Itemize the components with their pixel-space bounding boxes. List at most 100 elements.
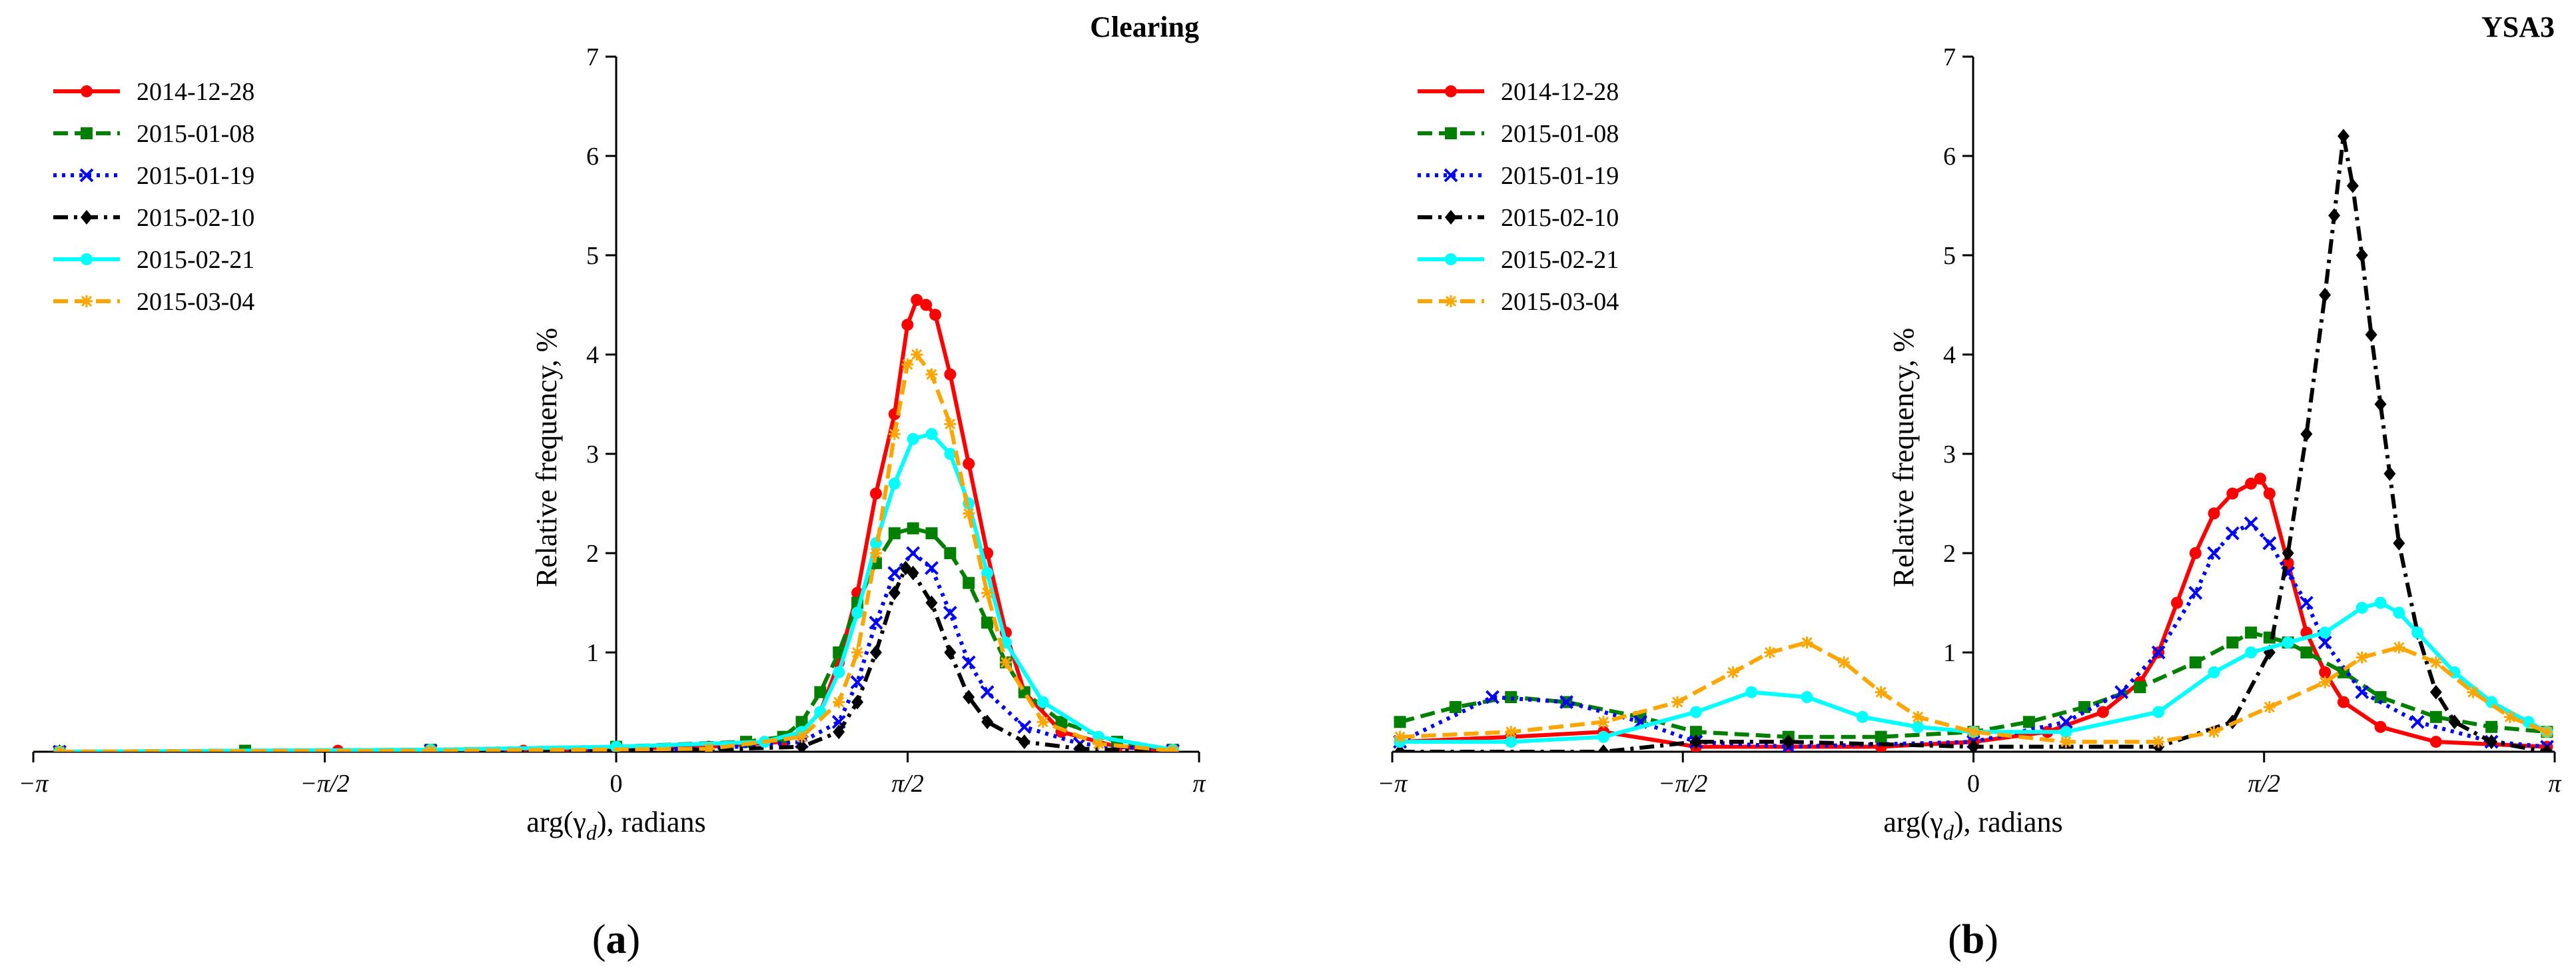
data-point bbox=[888, 477, 901, 490]
data-point bbox=[1838, 656, 1851, 668]
data-point bbox=[238, 744, 251, 752]
data-point bbox=[869, 645, 882, 660]
data-point bbox=[2245, 626, 2258, 639]
data-point bbox=[887, 566, 902, 580]
data-point bbox=[2060, 736, 2072, 748]
data-point bbox=[2152, 736, 2165, 748]
data-point bbox=[2151, 645, 2166, 660]
data-point bbox=[1912, 720, 1925, 733]
data-point bbox=[2319, 666, 2332, 678]
data-point bbox=[888, 585, 901, 600]
data-point bbox=[1449, 700, 1462, 713]
data-point bbox=[1394, 744, 1406, 752]
data-point bbox=[2060, 726, 2072, 738]
data-point bbox=[2467, 686, 2479, 698]
x-tick-label: π bbox=[1192, 770, 1206, 798]
data-point bbox=[963, 507, 975, 520]
data-point bbox=[963, 690, 975, 705]
x-axis-label: arg(γd), radians bbox=[1883, 806, 2062, 844]
data-point bbox=[981, 714, 994, 730]
data-point bbox=[869, 487, 882, 500]
y-axis-label: Relative frequency, % bbox=[1887, 328, 1920, 587]
data-point bbox=[1018, 734, 1031, 750]
data-point bbox=[2374, 691, 2387, 704]
data-point bbox=[944, 547, 957, 559]
x-tick-label: −π bbox=[19, 770, 49, 798]
data-point bbox=[2356, 248, 2368, 263]
data-point bbox=[2429, 656, 2442, 668]
data-point bbox=[2188, 586, 2203, 600]
data-point bbox=[925, 428, 938, 441]
data-point bbox=[1745, 686, 1758, 698]
data-point bbox=[1727, 666, 1739, 678]
data-point bbox=[925, 595, 938, 610]
legend-entry: 2015-01-19 bbox=[1501, 162, 1619, 190]
legend-marker bbox=[1444, 168, 1458, 183]
data-point bbox=[703, 742, 715, 752]
data-point bbox=[980, 685, 995, 700]
data-point bbox=[851, 606, 864, 619]
data-point bbox=[911, 294, 923, 307]
data-point bbox=[53, 746, 66, 752]
data-point bbox=[2374, 397, 2387, 412]
series-group bbox=[53, 294, 1180, 752]
legend-entry: 2015-01-08 bbox=[1501, 120, 1619, 148]
data-point bbox=[925, 560, 939, 575]
data-point bbox=[814, 686, 827, 698]
data-point bbox=[944, 418, 957, 431]
data-point bbox=[2328, 208, 2341, 223]
data-point bbox=[1017, 720, 1032, 734]
data-point bbox=[2365, 327, 2377, 343]
legend-marker bbox=[81, 210, 93, 225]
legend-marker bbox=[81, 253, 93, 265]
legend-marker bbox=[81, 127, 93, 139]
data-point bbox=[2152, 706, 2165, 718]
data-point bbox=[1092, 738, 1105, 750]
data-point bbox=[2114, 685, 2129, 700]
x-tick-label: −π/2 bbox=[1658, 770, 1707, 798]
data-point bbox=[1764, 646, 1776, 658]
data-point bbox=[1597, 716, 1610, 728]
data-point bbox=[2245, 477, 2258, 490]
legend-marker bbox=[1445, 295, 1457, 307]
data-point bbox=[1875, 686, 1887, 698]
legend-entry: 2015-02-21 bbox=[137, 246, 254, 274]
data-point bbox=[2245, 646, 2258, 658]
legend-marker bbox=[1445, 253, 1457, 265]
data-point bbox=[925, 368, 938, 381]
data-point bbox=[1875, 730, 1887, 743]
data-point bbox=[2170, 596, 2183, 609]
data-point bbox=[929, 309, 942, 321]
data-point bbox=[2319, 676, 2332, 688]
data-point bbox=[2299, 596, 2314, 610]
data-point bbox=[2319, 626, 2332, 639]
data-point bbox=[1505, 691, 1517, 704]
legend-entry: 2015-02-10 bbox=[1501, 204, 1619, 232]
y-tick-label: 3 bbox=[586, 441, 599, 469]
data-point bbox=[869, 615, 883, 630]
y-tick-label: 6 bbox=[586, 143, 599, 171]
data-point bbox=[907, 522, 919, 534]
legend-marker bbox=[1445, 210, 1457, 225]
data-point bbox=[999, 656, 1012, 668]
data-point bbox=[1055, 716, 1068, 728]
data-point bbox=[1689, 734, 1702, 750]
x-tick-label: 0 bbox=[1967, 770, 1980, 798]
x-tick-label: π/2 bbox=[891, 770, 924, 798]
data-point bbox=[869, 547, 882, 559]
data-point bbox=[2189, 656, 2202, 668]
data-point bbox=[943, 605, 957, 620]
legend-marker bbox=[1445, 85, 1457, 97]
data-point bbox=[2346, 178, 2359, 193]
data-point bbox=[1912, 710, 1925, 723]
y-tick-label: 7 bbox=[1943, 43, 1956, 71]
data-point bbox=[1671, 696, 1684, 708]
data-point bbox=[833, 666, 845, 678]
data-point bbox=[1967, 726, 1980, 738]
data-point bbox=[963, 457, 975, 470]
legend-entry: 2015-01-08 bbox=[137, 120, 254, 148]
data-point bbox=[1559, 695, 1573, 709]
data-point bbox=[944, 448, 957, 460]
data-point bbox=[2355, 685, 2369, 700]
data-point bbox=[850, 675, 865, 690]
